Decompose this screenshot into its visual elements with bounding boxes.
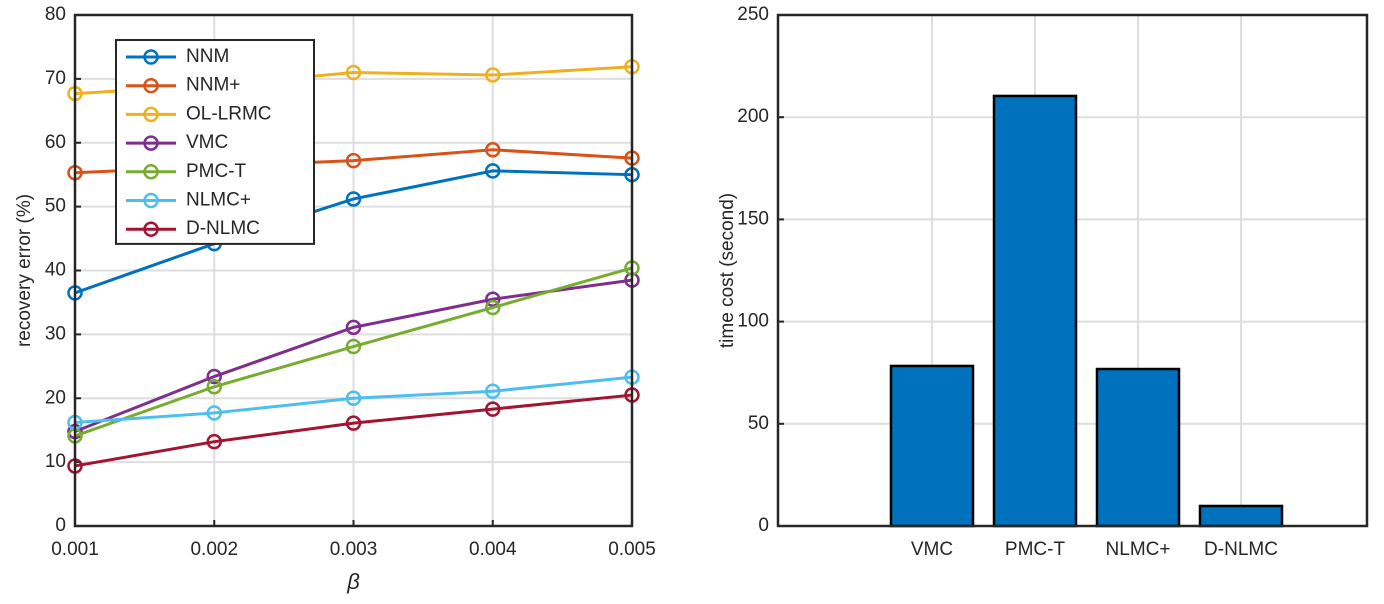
marker (206, 433, 222, 450)
series-line (74, 169, 633, 295)
marker (345, 338, 362, 355)
legend-marker (143, 221, 159, 237)
y-tick-label: 50 (45, 196, 66, 217)
legend-marker (143, 77, 159, 94)
x-tick-label: 0.005 (608, 539, 656, 560)
legend-label: OL-LRMC (186, 103, 272, 124)
x-tick-label: 0.004 (469, 539, 517, 560)
marker (485, 163, 501, 179)
line-chart: 0 10 20 30 40 50 60 70 80 recovery error (%) 0.001… (14, 4, 656, 594)
legend-label: VMC (186, 132, 228, 153)
y-axis-label: recovery error (%) (14, 194, 35, 347)
y-tick-label: 250 (737, 4, 769, 25)
marker (485, 383, 501, 399)
legend: NNM NNM+ OL-LRMC VMC PMC-T NLMC+ D-NLMC (115, 39, 315, 245)
x-tick-label: 0.001 (51, 539, 99, 560)
bar (992, 94, 1078, 528)
y-tick-label: 40 (45, 260, 66, 281)
y-tick-label: 30 (45, 323, 66, 344)
legend-label: NNM+ (186, 75, 240, 96)
legend-marker (143, 49, 159, 65)
y-tick-label: 150 (737, 208, 769, 229)
marker (345, 152, 362, 169)
axes-frame (73, 13, 634, 528)
y-tick-label: 10 (45, 451, 66, 472)
series-line (74, 393, 633, 468)
y-tick-label: 0 (55, 515, 66, 536)
y-tick-label: 50 (748, 413, 769, 434)
marker (206, 379, 222, 395)
marker (485, 142, 501, 158)
legend-label: NLMC+ (186, 190, 251, 211)
bar (1095, 367, 1181, 528)
legend-label: D-NLMC (186, 218, 260, 239)
marker (345, 64, 362, 81)
y-tick-label: 80 (45, 4, 66, 25)
bar-chart: 0 50 100 150 200 250 time cost (second) VMC PMC-… (717, 4, 1369, 560)
marker (345, 390, 362, 406)
series-line (74, 375, 633, 425)
marker (345, 319, 362, 336)
x-tick-label: D-NLMC (1204, 539, 1278, 560)
x-tick-label: PMC-T (1005, 539, 1066, 560)
marker (345, 415, 362, 431)
marker (485, 401, 501, 417)
axes-frame (776, 13, 1369, 528)
bar (1198, 504, 1284, 528)
x-tick-label: 0.003 (330, 539, 378, 560)
marker (206, 405, 222, 421)
legend-marker (143, 106, 159, 123)
y-axis-label: time cost (second) (717, 193, 738, 348)
y-tick-label: 70 (45, 68, 66, 89)
marker (206, 368, 222, 385)
series-line (74, 266, 633, 438)
y-tick-label: 200 (737, 106, 769, 127)
x-axis-label: β (346, 569, 360, 594)
legend-marker (143, 135, 159, 151)
marker (485, 67, 501, 83)
marker (345, 191, 362, 207)
legend-label: PMC-T (186, 161, 247, 182)
bar (889, 364, 975, 528)
x-tick-label: NLMC+ (1106, 539, 1171, 560)
y-tick-label: 20 (45, 387, 66, 408)
marker (485, 291, 501, 307)
x-tick-label: 0.002 (190, 539, 238, 560)
y-tick-label: 60 (45, 132, 66, 153)
legend-marker (143, 192, 159, 209)
x-tick-label: VMC (911, 539, 953, 560)
y-tick-label: 0 (758, 515, 769, 536)
y-tick-label: 100 (737, 311, 769, 332)
legend-marker (143, 164, 159, 180)
marker (485, 299, 501, 316)
legend-label: NNM (186, 46, 229, 67)
